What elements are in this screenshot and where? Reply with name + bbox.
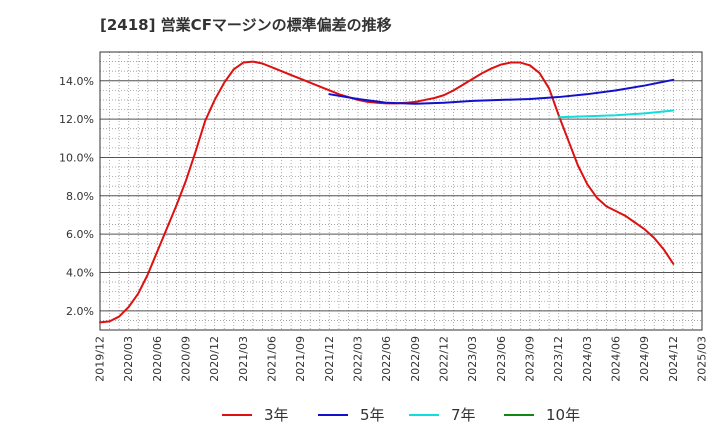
- legend-swatch: [409, 414, 439, 416]
- x-tick-label: 2020/12: [208, 336, 221, 382]
- x-tick-label: 2021/06: [266, 336, 279, 382]
- legend-label: 7年: [451, 406, 476, 424]
- x-tick-label: 2022/03: [352, 336, 365, 382]
- series-line-7年: [557, 109, 675, 119]
- x-tick-label: 2024/03: [581, 336, 594, 382]
- x-tick-label: 2021/12: [323, 336, 336, 382]
- x-tick-label: 2024/06: [610, 336, 623, 382]
- axes: [99, 51, 703, 331]
- legend: 3年 5年 7年 10年: [0, 404, 720, 426]
- x-tick-label: 2019/12: [94, 336, 107, 382]
- x-tick-label: 2020/03: [122, 336, 135, 382]
- x-tick-label: 2022/09: [409, 336, 422, 382]
- tick-labels: 2.0% 4.0% 6.0% 8.0% 10.0% 12.0% 14.0% 2019/12 20…: [59, 75, 708, 382]
- x-tick-label: 2023/09: [524, 336, 537, 382]
- y-tick-label: 4.0%: [66, 266, 94, 279]
- chart-title: [2418] 営業CFマージンの標準偏差の推移: [100, 16, 392, 34]
- series-lines: [99, 60, 675, 324]
- x-tick-label: 2024/09: [638, 336, 651, 382]
- x-tick-label: 2024/12: [667, 336, 680, 382]
- legend-swatch: [222, 414, 252, 416]
- series-line-5年: [328, 78, 675, 105]
- x-tick-label: 2020/09: [180, 336, 193, 382]
- legend-label: 10年: [546, 406, 581, 424]
- legend-swatch: [504, 414, 534, 416]
- x-tick-label: 2021/09: [294, 336, 307, 382]
- x-tick-label: 2022/06: [380, 336, 393, 382]
- y-tick-label: 2.0%: [66, 305, 94, 318]
- plot-border: [99, 51, 703, 331]
- y-tick-label: 12.0%: [59, 113, 94, 126]
- y-tick-label: 10.0%: [59, 151, 94, 164]
- legend-label: 3年: [264, 406, 289, 424]
- grid-lines: [100, 52, 702, 330]
- legend-swatch: [318, 414, 348, 416]
- x-tick-label: 2021/03: [237, 336, 250, 382]
- y-tick-label: 8.0%: [66, 190, 94, 203]
- x-tick-label: 2020/06: [151, 336, 164, 382]
- y-tick-label: 6.0%: [66, 228, 94, 241]
- legend-label: 5年: [360, 406, 385, 424]
- x-tick-label: 2023/12: [552, 336, 565, 382]
- x-tick-label: 2022/12: [438, 336, 451, 382]
- x-tick-label: 2023/06: [495, 336, 508, 382]
- y-tick-label: 14.0%: [59, 75, 94, 88]
- x-tick-label: 2025/03: [696, 336, 709, 382]
- x-tick-label: 2023/03: [466, 336, 479, 382]
